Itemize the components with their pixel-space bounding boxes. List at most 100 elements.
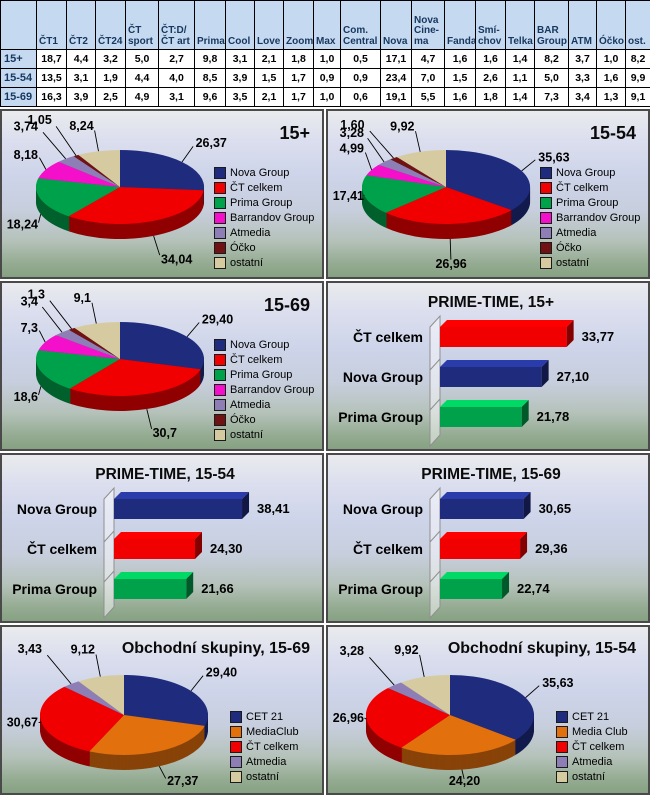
- legend-label: Atmedia: [556, 227, 597, 239]
- share-value-cell: 2,1: [254, 49, 284, 69]
- bar: [114, 579, 187, 599]
- pie-value-label: 35,63: [538, 150, 569, 164]
- chart-legend: Nova Group ČT celkem Prima Group Barrandov …: [540, 167, 640, 272]
- share-value-cell: 5,0: [534, 68, 569, 88]
- pie-chart: 35,63 24,20 26,96 3,28 9,92 Obchodní skupiny,…: [333, 640, 636, 788]
- label-leader-line: [146, 408, 153, 429]
- table-row: 15-54 13,5 3,1 1,9 4,4 4,0 8,5 3,9 1,5 1,7 0,9 0,9 2…: [0, 68, 650, 88]
- legend-label: ostatní: [230, 257, 264, 269]
- bar: [440, 539, 521, 559]
- legend-item: Atmedia: [230, 756, 299, 768]
- axis-wall: [429, 314, 441, 448]
- legend-item: Barrandov Group: [214, 212, 314, 224]
- column-header: Telka: [505, 0, 535, 50]
- legend-item: ostatní: [540, 257, 640, 269]
- pie-value-label: 34,04: [161, 252, 192, 266]
- legend-swatch-icon: [540, 212, 552, 224]
- share-value-cell: 9,8: [194, 49, 226, 69]
- legend-swatch-icon: [230, 756, 242, 768]
- pie-value-label: 3,28: [340, 644, 364, 658]
- chart-legend: Nova Group ČT celkem Prima Group Barrandov …: [214, 167, 314, 272]
- share-value-cell: 4,9: [125, 87, 159, 107]
- label-leader-line: [55, 126, 77, 156]
- share-value-cell: 1,5: [444, 68, 476, 88]
- legend-label: Óčko: [556, 242, 582, 254]
- legend-item: MediaClub: [230, 726, 299, 738]
- legend-label: Óčko: [230, 242, 256, 254]
- share-value-cell: 1,0: [313, 87, 341, 107]
- pie-slice: [365, 688, 450, 748]
- panel-prime-time-15-54: PRIME-TIME, 15-54 Nova Group 38,41 ČT celke…: [0, 453, 324, 623]
- share-value-cell: 1,6: [596, 68, 626, 88]
- share-value-cell: 2,6: [475, 68, 506, 88]
- pie-slice: [38, 335, 120, 359]
- legend-label: ČT celkem: [246, 741, 299, 753]
- legend-label: Prima Group: [230, 369, 293, 381]
- pie-value-label: 30,67: [7, 716, 38, 730]
- panel-obchodn-skupiny-15-69: 29,40 27,37 30,67 3,43 9,12 Obchodní skupiny,…: [0, 625, 324, 795]
- column-header: Cool: [225, 0, 255, 50]
- pie-slice: [68, 327, 120, 359]
- share-value-cell: 3,9: [66, 87, 96, 107]
- bar-end-face: [520, 532, 528, 559]
- label-leader-line: [186, 322, 200, 337]
- bar-value-label: 29,36: [535, 541, 568, 556]
- pie-slice: [401, 715, 516, 756]
- label-leader-line: [46, 654, 72, 685]
- label-leader-line: [525, 685, 540, 698]
- legend-label: Óčko: [230, 414, 256, 426]
- legend-swatch-icon: [214, 399, 226, 411]
- share-value-cell: 5,0: [125, 49, 159, 69]
- bar-chart: PRIME-TIME, 15-69 Nova Group 30,65 ČT celke…: [338, 466, 571, 620]
- legend-swatch-icon: [230, 726, 242, 738]
- legend-item: CET 21: [230, 711, 299, 723]
- legend-label: Barrandov Group: [556, 212, 641, 224]
- share-value-cell: 3,4: [568, 87, 597, 107]
- bar-end-face: [195, 532, 202, 559]
- pie-value-label: 1,3: [28, 288, 45, 302]
- legend-label: ostatní: [230, 429, 264, 441]
- category-label: ČT celkem: [353, 328, 423, 345]
- legend-swatch-icon: [540, 167, 552, 179]
- legend-item: Media Club: [556, 726, 628, 738]
- axis-wall: [429, 486, 441, 620]
- pie-value-label: 8,24: [69, 119, 93, 133]
- label-leader-line: [364, 152, 373, 171]
- pie-value-label: 3,74: [14, 120, 38, 134]
- legend-label: Barrandov Group: [230, 384, 315, 396]
- pie-slice: [362, 175, 446, 213]
- share-value-cell: 9,9: [625, 68, 650, 88]
- bar-top-face: [440, 320, 574, 327]
- panel-15: 26,37 34,04 18,24 8,18 3,74 1,05 8,24 15+ Nova G…: [0, 109, 324, 279]
- column-header: Smí-chov: [475, 0, 506, 50]
- legend-label: ČT celkem: [230, 182, 283, 194]
- legend-swatch-icon: [556, 741, 568, 753]
- legend-item: Prima Group: [540, 197, 640, 209]
- axis-tick: [429, 358, 441, 371]
- bar: [440, 367, 542, 387]
- bar: [440, 579, 503, 599]
- bar-top-face: [440, 572, 510, 579]
- legend-swatch-icon: [214, 339, 226, 351]
- column-header: Zoom: [283, 0, 314, 50]
- bar-top-face: [440, 400, 529, 407]
- legend-swatch-icon: [540, 227, 552, 239]
- column-header: Com. Central: [340, 0, 381, 50]
- pie-value-label: 7,3: [21, 321, 38, 335]
- legend-swatch-icon: [214, 227, 226, 239]
- label-leader-line: [153, 235, 161, 256]
- column-header: Óčko: [596, 0, 626, 50]
- column-header: Prima: [194, 0, 226, 50]
- share-value-cell: 1,9: [95, 68, 126, 88]
- bar-value-label: 21,78: [537, 409, 570, 424]
- bar: [440, 407, 522, 427]
- column-header: ČT24: [95, 0, 126, 50]
- share-value-cell: 2,1: [254, 87, 284, 107]
- share-value-cell: 23,4: [380, 68, 412, 88]
- legend-label: Atmedia: [572, 756, 613, 768]
- pie-value-label: 26,96: [435, 257, 466, 271]
- bar-chart: PRIME-TIME, 15-54 Nova Group 38,41 ČT celke…: [12, 466, 290, 620]
- legend-label: CET 21: [572, 711, 610, 723]
- pie-slice: [78, 675, 124, 715]
- legend-swatch-icon: [214, 212, 226, 224]
